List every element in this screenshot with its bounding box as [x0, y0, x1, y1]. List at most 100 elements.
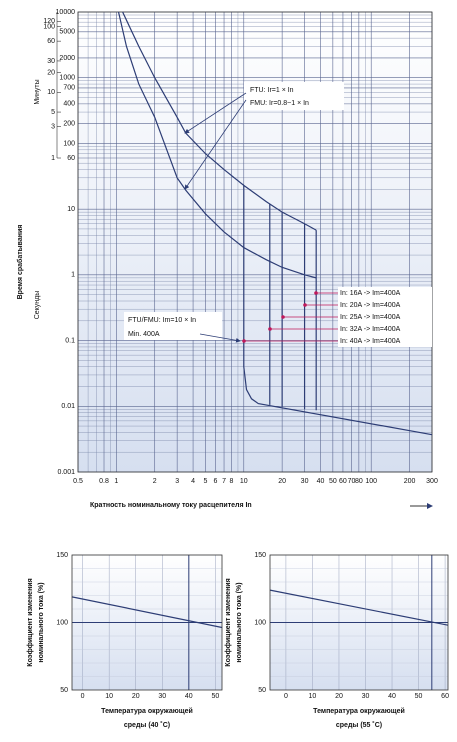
x-axis-title: Температура окружающей: [101, 707, 193, 715]
y-tick-label: 150: [56, 552, 68, 559]
y-axis-title: номинального тока (%): [38, 582, 45, 662]
y-tick-label: 200: [63, 120, 75, 127]
x-tick-label: 4: [191, 478, 195, 485]
leader-dot: [242, 339, 246, 343]
y-tick-label: 400: [63, 101, 75, 108]
plot-frame: [269, 554, 449, 691]
y-axis-title-seconds: Секунды: [34, 291, 41, 320]
x-tick-label: 0.5: [73, 478, 83, 485]
x-tick-label: 50: [211, 693, 219, 700]
minute-tick-label: 60: [47, 38, 55, 45]
plot-frame: [77, 11, 433, 473]
y-axis-title-minutes: Минуты: [34, 79, 41, 104]
x-tick-label: 60: [339, 478, 347, 485]
y-tick-label: 10000: [56, 9, 76, 16]
x-tick-label: 5: [203, 478, 207, 485]
y-tick-label: 700: [63, 85, 75, 92]
annotation: Min. 400A: [128, 331, 160, 338]
x-tick-label: 30: [158, 693, 166, 700]
annotation-box: [244, 82, 344, 110]
x-tick-label: 40: [388, 693, 396, 700]
x-tick-label: 100: [365, 478, 377, 485]
x-tick-label: 60: [441, 693, 449, 700]
plot-frame: [71, 554, 223, 691]
x-tick-label: 40: [185, 693, 193, 700]
x-tick-label: 6: [214, 478, 218, 485]
leader-dot: [268, 327, 272, 331]
annotation: In: 16A -> Im=400A: [340, 290, 401, 297]
annotation-box: [338, 299, 432, 311]
annotation-box: [338, 311, 432, 323]
minute-tick-label: 5: [51, 109, 55, 116]
leader-dot: [314, 291, 318, 295]
y-tick-label: 100: [63, 140, 75, 147]
x-tick-label: 30: [301, 478, 309, 485]
minute-tick-label: 120: [43, 18, 55, 25]
x-tick-label: 1: [114, 478, 118, 485]
annotation: In: 25A -> Im=400A: [340, 314, 401, 321]
annotation: FMU: Ir=0.8~1 × In: [250, 100, 309, 107]
x-tick-label: 7: [222, 478, 226, 485]
x-tick-label: 30: [362, 693, 370, 700]
y-tick-label: 1000: [59, 75, 75, 82]
minute-tick-label: 30: [47, 58, 55, 65]
y-axis-title: Коэффициент изменения: [27, 578, 34, 666]
x-tick-label: 2: [153, 478, 157, 485]
curve: [243, 185, 433, 436]
y-tick-label: 50: [60, 687, 68, 694]
y-tick-label: 60: [67, 155, 75, 162]
annotation: In: 40A -> Im=400A: [340, 338, 401, 345]
y-tick-label: 150: [254, 552, 266, 559]
y-tick-label: 10: [67, 206, 75, 213]
x-tick-label: 8: [229, 478, 233, 485]
y-tick-label: 0.1: [65, 337, 75, 344]
x-tick-label: 20: [278, 478, 286, 485]
x-axis-title: Температура окружающей: [313, 707, 405, 715]
x-tick-label: 50: [329, 478, 337, 485]
x-tick-label: 300: [426, 478, 438, 485]
y-tick-label: 50: [258, 687, 266, 694]
y-tick-label: 5000: [59, 29, 75, 36]
x-tick-label: 20: [132, 693, 140, 700]
curve: [122, 11, 317, 231]
y-tick-label: 0.001: [57, 469, 75, 476]
minute-tick-label: 100: [43, 23, 55, 30]
annotation: FTU: Ir=1 × In: [250, 87, 294, 94]
y-axis-title: Коэффициент изменения: [225, 578, 232, 666]
plot-area: [78, 12, 432, 472]
arrow: [184, 92, 247, 134]
y-axis-title: номинального тока (%): [236, 582, 243, 662]
y-tick-label: 0.01: [61, 403, 75, 410]
x-tick-label: 20: [335, 693, 343, 700]
minute-tick-label: 3: [51, 123, 55, 130]
minute-tick-label: 20: [47, 69, 55, 76]
curve: [269, 589, 449, 626]
x-tick-label: 40: [317, 478, 325, 485]
x-tick-label: 0: [81, 693, 85, 700]
annotation-box: [338, 323, 432, 335]
x-tick-label: 10: [105, 693, 113, 700]
x-tick-label: 10: [240, 478, 248, 485]
x-tick-label: 80: [355, 478, 363, 485]
annotation: In: 20A -> Im=400A: [340, 302, 401, 309]
arrow: [184, 99, 247, 190]
annotation-box: [338, 287, 432, 299]
y-tick-label: 100: [254, 619, 266, 626]
y-tick-label: 1: [71, 272, 75, 279]
arrow: [199, 333, 241, 343]
x-tick-label: 0: [284, 693, 288, 700]
leader-dot: [303, 303, 307, 307]
y-tick-label: 2000: [59, 55, 75, 62]
x-tick-label: 10: [309, 693, 317, 700]
x-tick-label: 0.8: [99, 478, 109, 485]
minute-tick-label: 1: [51, 155, 55, 162]
y-axis-title: Время срабатывания: [16, 225, 24, 300]
curve: [71, 596, 223, 629]
x-tick-label: 3: [175, 478, 179, 485]
leader-dot: [281, 315, 285, 319]
y-tick-label: 100: [56, 619, 68, 626]
x-tick-label: 50: [415, 693, 423, 700]
x-axis-title: среды (55 ˚C): [336, 721, 382, 729]
x-axis-title: Кратность номинальному току расцепителя …: [90, 502, 252, 509]
